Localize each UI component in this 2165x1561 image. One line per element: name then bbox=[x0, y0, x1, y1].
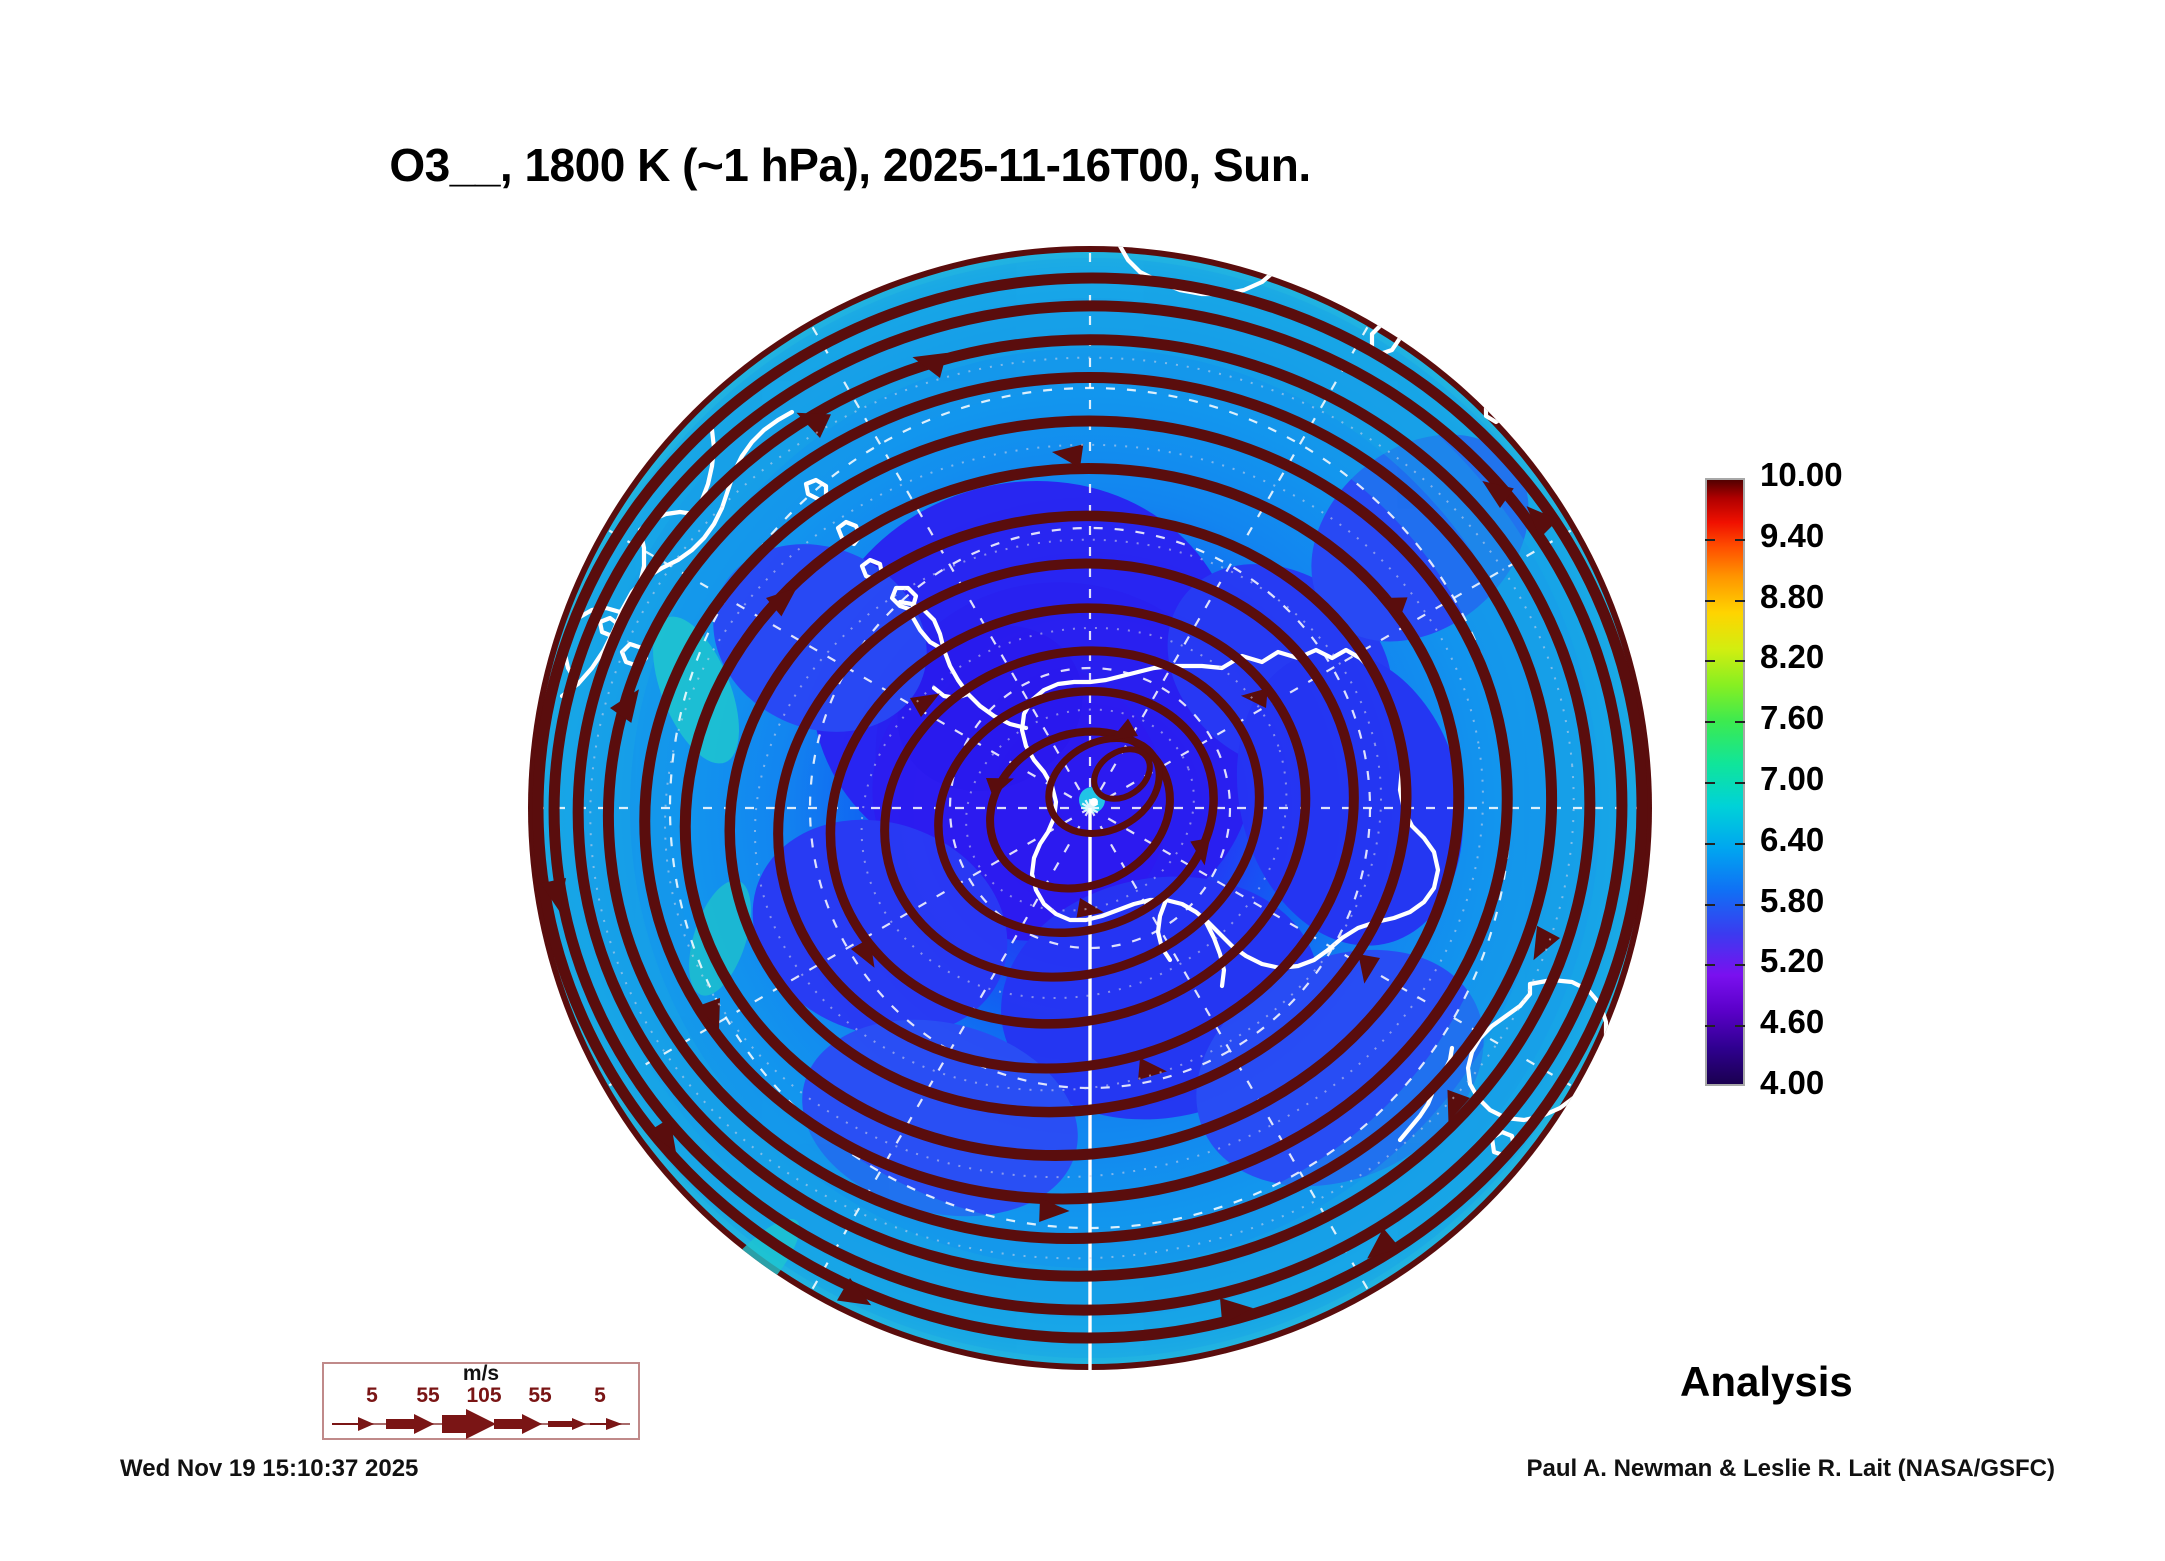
teal-patch-b bbox=[689, 880, 751, 996]
colorbar-tick bbox=[1735, 1025, 1745, 1028]
colorbar-tick bbox=[1705, 1025, 1715, 1028]
wind-tick-label: 55 bbox=[528, 1384, 552, 1407]
colorbar-label: 7.00 bbox=[1760, 760, 1825, 797]
colorbar-labels: 10.00 9.40 8.80 8.20 7.60 7.00 6.40 5.80 5.20 4.6… bbox=[1760, 458, 1940, 1099]
colorbar-label: 8.20 bbox=[1760, 638, 1825, 676]
colorbar-tick bbox=[1705, 842, 1715, 845]
colorbar-label: 5.20 bbox=[1760, 942, 1825, 980]
colorbar-tick bbox=[1705, 782, 1715, 784]
colorbar-label: 7.60 bbox=[1760, 699, 1825, 737]
ozone-contour-field bbox=[528, 246, 1652, 1370]
wind-tick-labels: 5 55 105 55 5 bbox=[324, 1384, 638, 1410]
colorbar-tick bbox=[1705, 721, 1715, 724]
wind-tick-label: 55 bbox=[416, 1384, 440, 1407]
colorbar-label: 4.60 bbox=[1760, 1003, 1825, 1041]
colorbar-tick bbox=[1735, 599, 1745, 602]
colorbar-tick bbox=[1735, 903, 1745, 906]
colorbar-label: 5.80 bbox=[1760, 881, 1825, 919]
wind-arrow-scale bbox=[332, 1409, 630, 1439]
wind-speed-legend: m/s 5 55 105 55 5 bbox=[322, 1362, 640, 1440]
polar-map bbox=[520, 238, 1660, 1378]
colorbar-ticks bbox=[1705, 478, 1745, 1086]
colorbar-tick bbox=[1735, 964, 1745, 967]
generation-timestamp: Wed Nov 19 15:10:37 2025 bbox=[120, 1455, 419, 1482]
wind-streamlines bbox=[532, 272, 1648, 1344]
new-zealand-south bbox=[1397, 1091, 1435, 1143]
wind-tick-label: 105 bbox=[466, 1384, 502, 1407]
colorbar-label: 4.00 bbox=[1760, 1064, 1825, 1101]
page-title: O3__, 1800 K (~1 hPa), 2025-11-16T00, Su… bbox=[389, 139, 1311, 191]
colorbar-tick bbox=[1705, 599, 1715, 602]
colorbar-tick bbox=[1705, 964, 1715, 967]
polar-map-svg bbox=[528, 246, 1652, 1370]
wind-tick-label: 5 bbox=[366, 1384, 378, 1407]
colorbar-tick bbox=[1735, 842, 1745, 845]
wind-units-label: m/s bbox=[462, 1362, 500, 1385]
colorbar-label: 9.40 bbox=[1760, 516, 1825, 554]
author-credit: Paul A. Newman & Leslie R. Lait (NASA/GS… bbox=[1526, 1455, 2055, 1482]
colorbar-label: 10.00 bbox=[1760, 456, 1843, 493]
colorbar-tick bbox=[1705, 660, 1715, 663]
colorbar-label: 6.40 bbox=[1760, 820, 1825, 858]
streamline-arrowheads bbox=[540, 352, 1560, 1324]
analysis-label: Analysis bbox=[1680, 1358, 1853, 1405]
teal-patch-a bbox=[653, 616, 739, 764]
wind-tick-label: 5 bbox=[594, 1384, 606, 1407]
colorbar-tick bbox=[1735, 660, 1745, 663]
colorbar-tick bbox=[1735, 721, 1745, 724]
colorbar-label: 8.80 bbox=[1760, 577, 1825, 615]
colorbar: 10.00 9.40 8.80 8.20 7.60 7.00 6.40 5.80 5.20 4.6… bbox=[1700, 458, 2000, 1099]
colorbar-tick bbox=[1705, 903, 1715, 906]
colorbar-tick bbox=[1735, 782, 1745, 784]
colorbar-tick bbox=[1705, 538, 1715, 541]
colorbar-tick bbox=[1735, 538, 1745, 541]
